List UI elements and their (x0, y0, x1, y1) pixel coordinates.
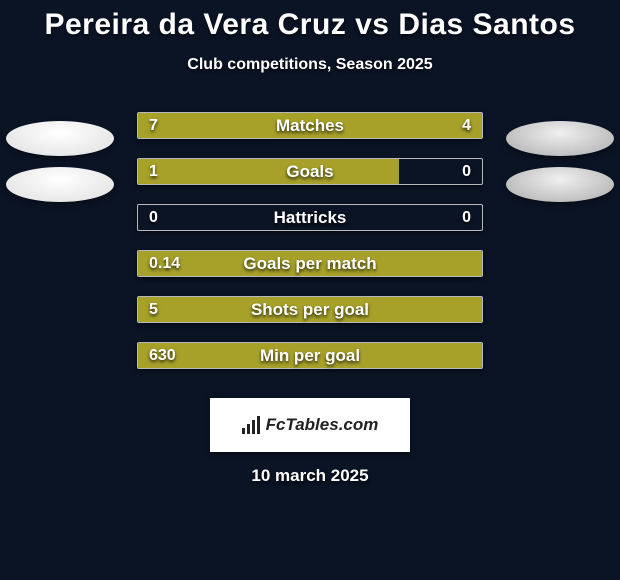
stat-row: 0.14Goals per match (137, 250, 483, 277)
stat-row-track (137, 250, 483, 277)
stat-row: 74Matches (137, 112, 483, 139)
source-badge-text: FcTables.com (266, 415, 379, 435)
stat-value-left: 1 (149, 158, 158, 185)
stat-rows: 74Matches10Goals00Hattricks0.14Goals per… (137, 112, 483, 388)
stat-row-track (137, 204, 483, 231)
player-left-avatar-1 (6, 121, 114, 156)
stat-fill-left (138, 343, 482, 368)
stat-value-left: 5 (149, 296, 158, 323)
stat-value-left: 630 (149, 342, 176, 369)
stat-fill-left (138, 297, 482, 322)
stat-row: 630Min per goal (137, 342, 483, 369)
stat-value-right: 0 (462, 204, 471, 231)
stat-row: 00Hattricks (137, 204, 483, 231)
stat-fill-left (138, 251, 482, 276)
player-left-avatar-2 (6, 167, 114, 202)
stat-row-track (137, 112, 483, 139)
stat-row-track (137, 342, 483, 369)
source-badge: FcTables.com (210, 398, 410, 452)
player-right-avatar-2 (506, 167, 614, 202)
page-title: Pereira da Vera Cruz vs Dias Santos (0, 0, 620, 42)
stat-value-left: 0 (149, 204, 158, 231)
stat-fill-left (138, 113, 358, 138)
stat-fill-left (138, 159, 399, 184)
bars-icon (242, 416, 260, 434)
stat-row: 10Goals (137, 158, 483, 185)
stat-row-track (137, 158, 483, 185)
stat-row: 5Shots per goal (137, 296, 483, 323)
player-right-avatar-1 (506, 121, 614, 156)
stat-value-left: 0.14 (149, 250, 180, 277)
snapshot-date: 10 march 2025 (0, 466, 620, 486)
stat-row-track (137, 296, 483, 323)
season-subtitle: Club competitions, Season 2025 (0, 56, 620, 74)
stat-value-right: 4 (462, 112, 471, 139)
stat-value-left: 7 (149, 112, 158, 139)
stat-value-right: 0 (462, 158, 471, 185)
